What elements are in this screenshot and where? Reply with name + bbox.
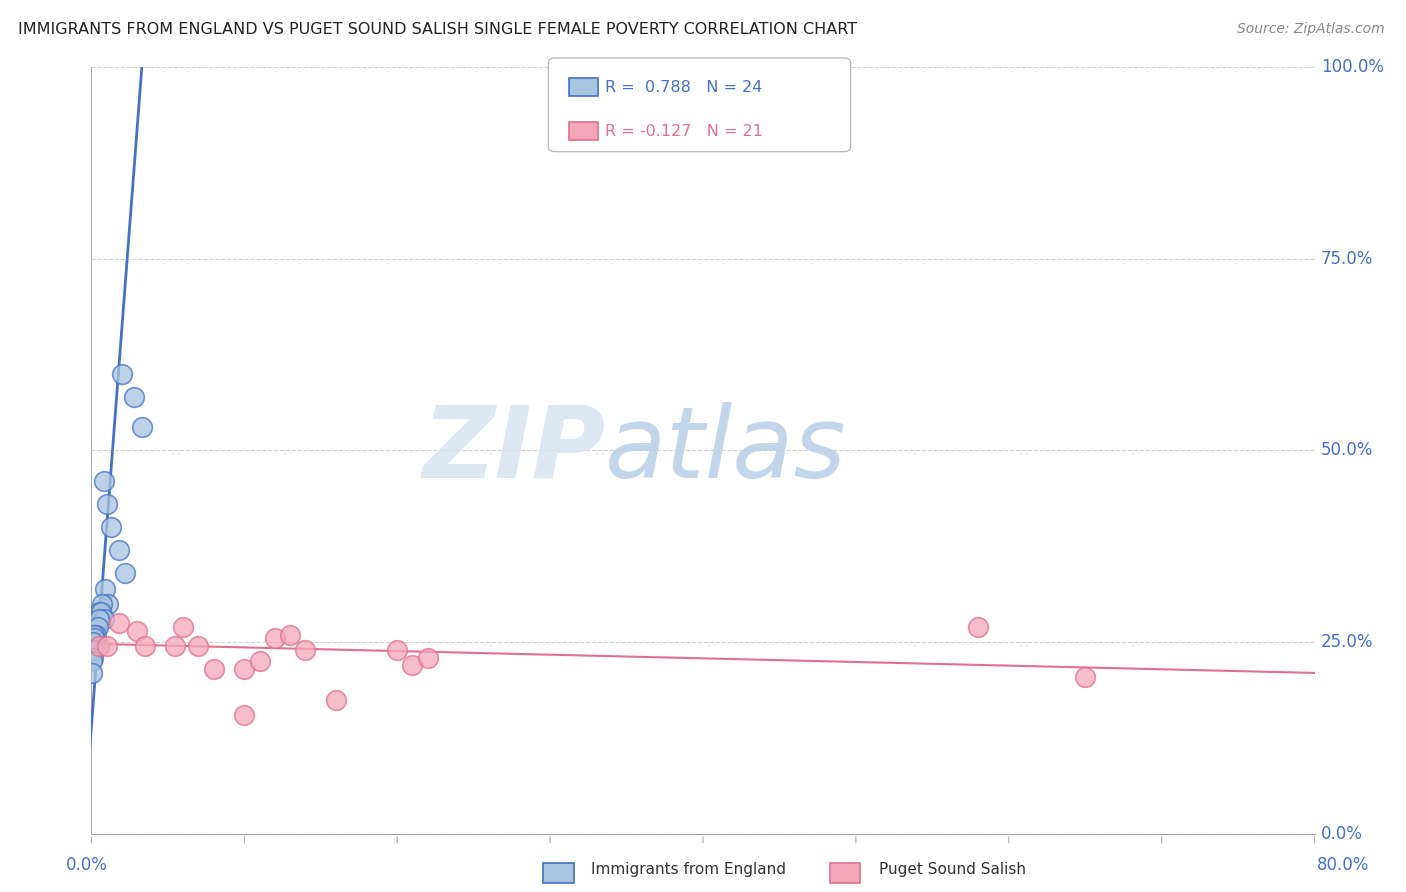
Point <box>80 665 103 680</box>
Point <box>83 632 105 646</box>
Point <box>108 543 131 558</box>
Point <box>82 650 104 665</box>
Point <box>84 627 107 641</box>
Point <box>401 658 423 673</box>
Point <box>233 708 256 723</box>
Text: 100.0%: 100.0% <box>1320 58 1384 76</box>
Point <box>278 627 301 641</box>
Point <box>187 639 209 653</box>
Point <box>134 639 156 653</box>
Point <box>233 662 256 676</box>
Point <box>172 620 194 634</box>
Text: ZIP: ZIP <box>422 402 605 499</box>
Point <box>325 692 347 706</box>
Point <box>83 627 105 641</box>
Text: 0.0%: 0.0% <box>1320 825 1362 843</box>
Point <box>114 566 136 581</box>
Point <box>87 639 110 653</box>
Text: 25.0%: 25.0% <box>1320 633 1374 651</box>
Point <box>82 655 104 669</box>
Point <box>87 605 110 619</box>
Point <box>93 612 115 626</box>
Point <box>249 655 271 669</box>
Point <box>385 643 409 657</box>
Text: Immigrants from England: Immigrants from England <box>591 863 786 877</box>
Point <box>90 605 112 619</box>
Point <box>202 662 225 676</box>
Point <box>122 390 145 404</box>
Point <box>91 597 114 611</box>
Text: 80.0%: 80.0% <box>1316 855 1369 873</box>
Point <box>111 367 134 381</box>
Point <box>96 639 118 653</box>
Point <box>87 612 110 626</box>
Point <box>1074 670 1097 684</box>
Point <box>86 620 108 634</box>
Point <box>416 650 439 665</box>
Point <box>97 597 120 611</box>
Text: Source: ZipAtlas.com: Source: ZipAtlas.com <box>1237 22 1385 37</box>
Point <box>264 632 287 646</box>
Point <box>82 635 104 649</box>
Point <box>294 643 316 657</box>
Point <box>127 624 149 638</box>
Text: 0.0%: 0.0% <box>66 855 108 873</box>
Point <box>96 497 118 511</box>
Text: Puget Sound Salish: Puget Sound Salish <box>879 863 1026 877</box>
Point <box>93 474 115 488</box>
Text: 75.0%: 75.0% <box>1320 250 1374 268</box>
Point <box>82 643 104 657</box>
Text: R = -0.127   N = 21: R = -0.127 N = 21 <box>605 124 762 138</box>
Text: 50.0%: 50.0% <box>1320 442 1374 459</box>
Point <box>94 582 117 596</box>
Point <box>100 520 122 534</box>
Point <box>108 615 131 630</box>
Point <box>131 420 153 434</box>
Point <box>165 639 187 653</box>
Point <box>967 620 990 634</box>
Text: R =  0.788   N = 24: R = 0.788 N = 24 <box>605 80 762 95</box>
Text: atlas: atlas <box>605 402 846 499</box>
Text: IMMIGRANTS FROM ENGLAND VS PUGET SOUND SALISH SINGLE FEMALE POVERTY CORRELATION : IMMIGRANTS FROM ENGLAND VS PUGET SOUND S… <box>18 22 858 37</box>
